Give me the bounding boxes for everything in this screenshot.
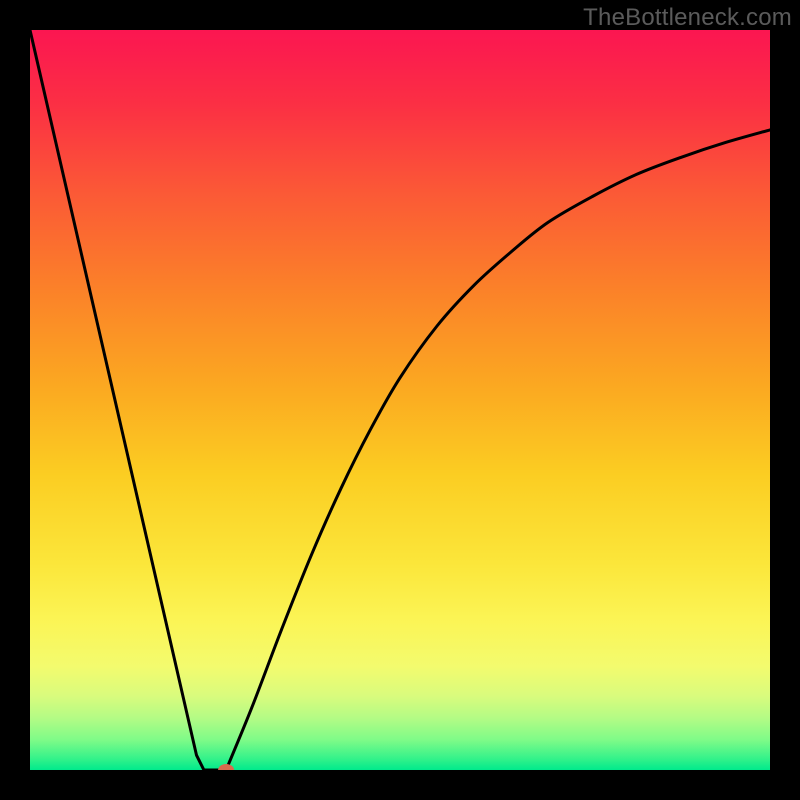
watermark-text: TheBottleneck.com (583, 4, 792, 32)
plot-area (30, 30, 770, 770)
chart-svg (30, 30, 770, 770)
gradient-background (30, 30, 770, 770)
chart-container: { "watermark": { "text": "TheBottleneck.… (0, 0, 800, 800)
